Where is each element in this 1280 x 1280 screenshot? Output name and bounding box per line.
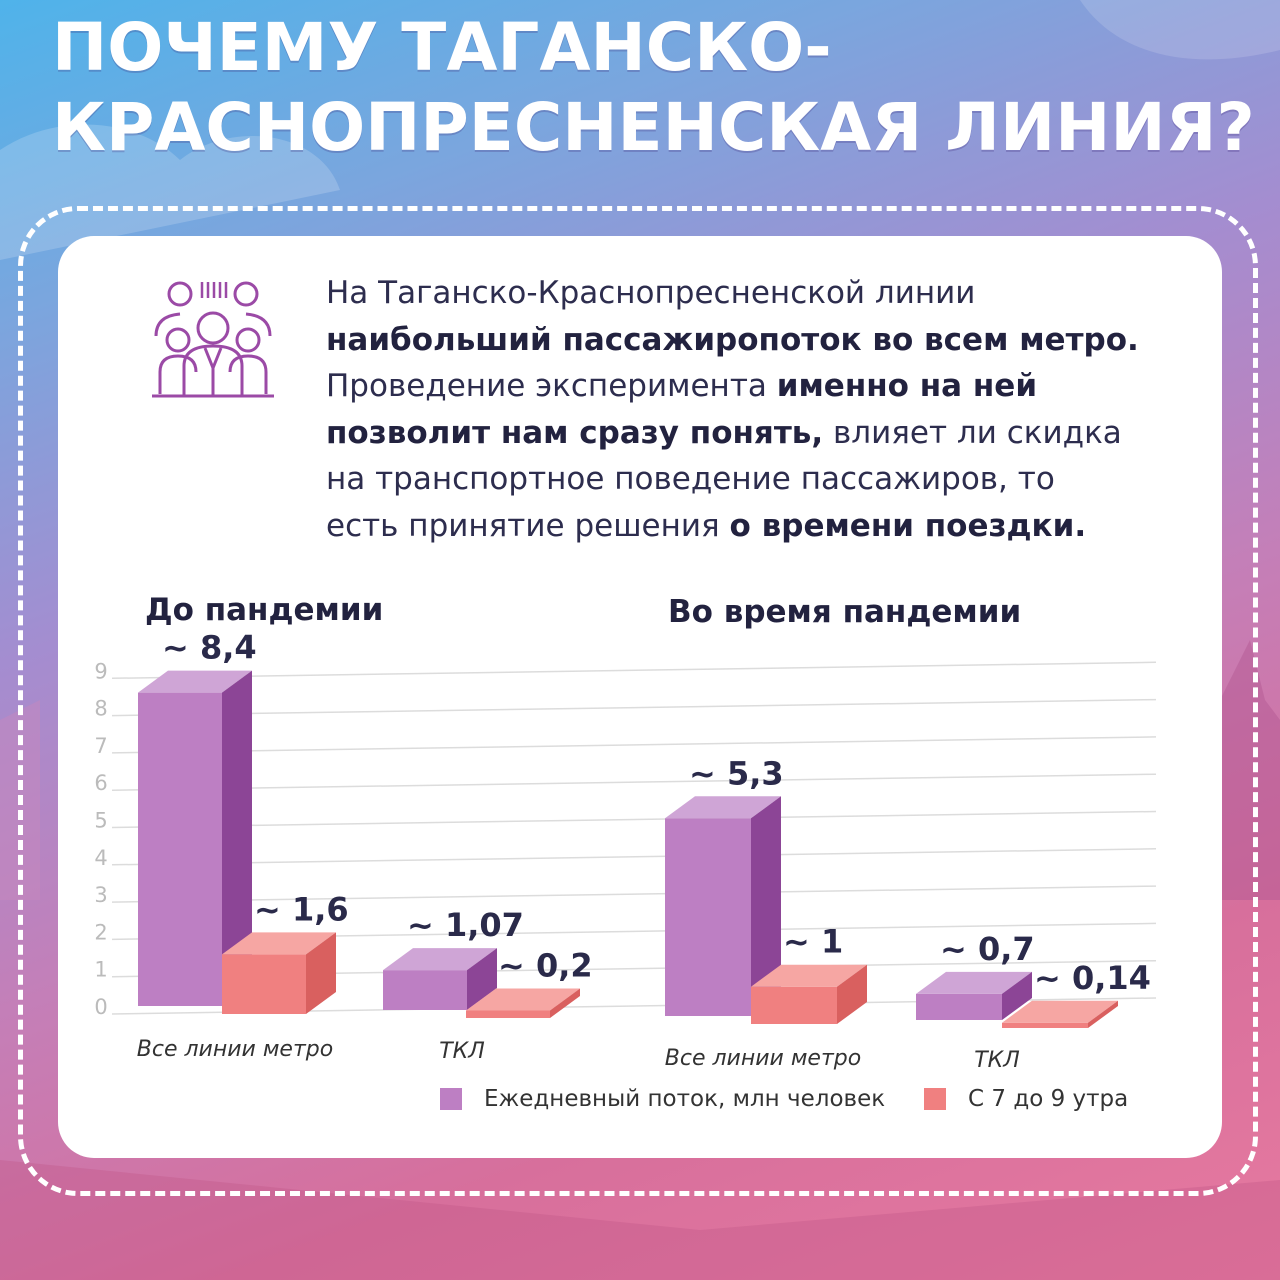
bar-peak-front: [751, 986, 837, 1024]
gridline: [111, 736, 1157, 754]
value-label-daily: ~ 1,07: [407, 906, 524, 944]
bar-peak-side: [306, 932, 336, 1014]
bar-peak-top: [1002, 1000, 1118, 1023]
title-line-1: ПОЧЕМУ ТАГАНСКО-: [52, 9, 832, 86]
gridline: [111, 661, 1157, 680]
bar-peak-top: [222, 932, 336, 955]
intro-line-1: На Таганско-Краснопресненской линии: [326, 275, 976, 311]
bar-daily-front: [138, 692, 222, 1006]
y-tick-label: 9: [94, 659, 107, 683]
bar-daily-front: [916, 993, 1002, 1020]
bar-daily-front: [665, 818, 751, 1016]
intro-line-2-bold: наибольший пассажиропоток во всем метро.: [326, 321, 1139, 358]
gridline: [111, 848, 1157, 866]
intro-line-6-bold: о времени поездки.: [729, 507, 1087, 544]
intro-line-3-bold: именно на ней: [776, 368, 1038, 404]
bar-daily-top: [138, 670, 252, 693]
bar-peak-side: [837, 964, 867, 1024]
legend-label-daily: Ежедневный поток, млн человек: [484, 1086, 886, 1112]
intro-line-4-bold: позволит нам сразу понять,: [326, 414, 824, 451]
value-label-peak: ~ 0,14: [1034, 959, 1151, 997]
intro-line-4: влияет ли скидка: [823, 414, 1122, 451]
bar-peak-front: [1002, 1022, 1088, 1028]
category-label: Все линии метро: [137, 1037, 333, 1062]
bar-daily-side: [751, 796, 781, 1016]
legend-item-daily: Ежедневный поток, млн человек: [440, 1086, 885, 1112]
legend-swatch-daily: [440, 1088, 462, 1110]
page-title: ПОЧЕМУ ТАГАНСКО- КРАСНОПРЕСНЕНСКАЯ ЛИНИЯ…: [52, 8, 1255, 168]
value-label-daily: ~ 5,3: [689, 754, 784, 792]
legend-swatch-peak: [924, 1088, 946, 1110]
bar-daily-side: [467, 948, 497, 1010]
bar-daily-front: [383, 970, 467, 1010]
panel-title: До пандемии: [145, 592, 383, 628]
legend-item-peak: С 7 до 9 утра: [924, 1086, 1128, 1112]
intro-line-3: Проведение эксперимента: [326, 368, 777, 404]
gridline: [111, 773, 1157, 791]
value-label-daily: ~ 8,4: [162, 629, 257, 667]
panel-title: Во время пандемии: [668, 594, 1021, 630]
bar-peak-top: [466, 988, 580, 1011]
bar-peak-top: [751, 964, 867, 987]
value-label-peak: ~ 1,6: [254, 890, 349, 928]
y-tick-label: 1: [94, 958, 107, 982]
bar-peak-side: [550, 988, 580, 1018]
legend-label-peak: С 7 до 9 утра: [968, 1086, 1129, 1112]
y-tick-label: 6: [94, 771, 107, 795]
gridline: [111, 810, 1157, 829]
category-label: Все линии метро: [665, 1046, 861, 1071]
category-label: ТКЛ: [439, 1039, 485, 1064]
bar-peak-side: [1088, 1000, 1118, 1028]
y-tick-label: 0: [94, 995, 107, 1019]
gridline: [111, 698, 1157, 717]
bar-peak-front: [466, 1010, 550, 1018]
y-tick-label: 4: [94, 846, 107, 870]
people-group-icon: [152, 281, 274, 398]
y-tick-label: 2: [94, 920, 107, 944]
intro-line-6: есть принятие решения: [326, 507, 730, 544]
bar-daily-top: [665, 796, 781, 819]
y-tick-label: 8: [94, 697, 107, 721]
value-label-peak: ~ 1: [783, 923, 843, 961]
value-label-peak: ~ 0,2: [498, 947, 593, 985]
dashed-frame: [18, 206, 1258, 1196]
y-tick-label: 3: [94, 883, 107, 907]
intro-text: На Таганско-Краснопресненской линии наиб…: [326, 270, 1196, 549]
bar-peak-front: [222, 954, 306, 1014]
y-tick-label: 7: [94, 734, 107, 758]
gridline: [111, 885, 1157, 903]
y-tick-label: 5: [94, 809, 107, 833]
value-label-daily: ~ 0,7: [940, 930, 1035, 968]
intro-line-5: на транспортное поведение пассажиров, то: [326, 461, 1055, 497]
bar-daily-top: [383, 948, 497, 971]
bar-daily-side: [1002, 971, 1032, 1020]
category-label: ТКЛ: [974, 1048, 1020, 1073]
bar-daily-top: [916, 971, 1032, 994]
title-line-2: КРАСНОПРЕСНЕНСКАЯ ЛИНИЯ?: [52, 89, 1255, 166]
bar-daily-side: [222, 670, 252, 1006]
